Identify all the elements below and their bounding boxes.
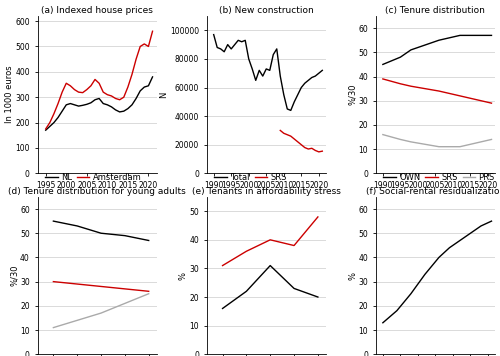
Title: (b) New construction: (b) New construction — [219, 6, 314, 15]
Title: (c) Tenure distribution: (c) Tenure distribution — [386, 6, 486, 15]
Title: (e) Tenants in affordability stress: (e) Tenants in affordability stress — [192, 187, 340, 196]
Legend: Lowest-income tenants: Lowest-income tenants — [380, 354, 500, 356]
Y-axis label: N: N — [160, 91, 168, 98]
Legend: OWN, SRS, PRS: OWN, SRS, PRS — [380, 169, 498, 185]
Legend: NL, Amsterdam: NL, Amsterdam — [42, 169, 145, 185]
Title: (a) Indexed house prices: (a) Indexed house prices — [41, 6, 153, 15]
Y-axis label: %: % — [179, 272, 188, 279]
Title: (d) Tenure distribution for young adults: (d) Tenure distribution for young adults — [8, 187, 186, 196]
Y-axis label: %: % — [348, 272, 357, 279]
Legend: SRS, PRS: SRS, PRS — [211, 354, 287, 356]
Y-axis label: %/30: %/30 — [10, 265, 18, 286]
Title: (f) Social-rental residualization: (f) Social-rental residualization — [366, 187, 500, 196]
Legend: OWN, SRS, PRS: OWN, SRS, PRS — [42, 354, 160, 356]
Legend: Total, SRS: Total, SRS — [211, 169, 290, 185]
Y-axis label: %/30: %/30 — [348, 84, 357, 105]
Y-axis label: In 1000 euros: In 1000 euros — [5, 66, 14, 124]
